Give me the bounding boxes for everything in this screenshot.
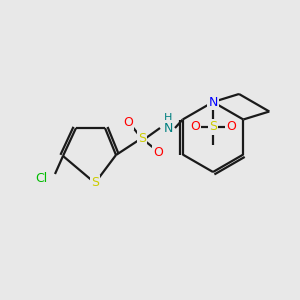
Text: H: H <box>164 113 172 123</box>
Text: S: S <box>209 121 217 134</box>
Text: S: S <box>91 176 99 190</box>
Text: Cl: Cl <box>35 172 47 184</box>
Text: O: O <box>226 121 236 134</box>
Text: S: S <box>138 131 146 145</box>
Text: N: N <box>163 122 173 134</box>
Text: O: O <box>190 121 200 134</box>
Text: O: O <box>123 116 133 128</box>
Text: N: N <box>208 95 218 109</box>
Text: O: O <box>153 146 163 158</box>
